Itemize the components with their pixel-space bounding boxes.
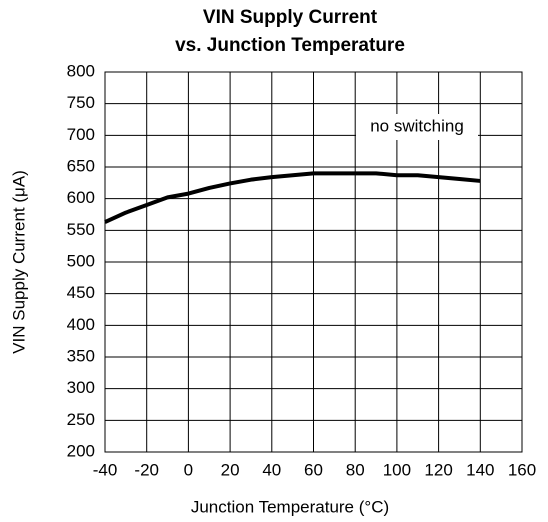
y-tick-label: 700 [67,125,95,144]
y-tick-label: 600 [67,188,95,207]
plot-frame [104,71,523,453]
chart-title: VIN Supply Current [203,7,378,28]
x-tick-label: 20 [221,460,240,479]
x-tick-label: -20 [134,460,159,479]
x-tick-label: 160 [508,460,536,479]
y-tick-label: 250 [67,410,95,429]
y-tick-label: 500 [67,251,95,270]
y-tick-label: 550 [67,220,95,239]
y-tick-label: 750 [67,93,95,112]
y-tick-label: 650 [67,156,95,175]
y-tick-label: 400 [67,315,95,334]
x-tick-label: 80 [346,460,365,479]
chart-title: vs. Junction Temperature [175,35,405,56]
x-tick-label: -40 [93,460,118,479]
y-tick-label: 350 [67,346,95,365]
x-axis-label: Junction Temperature (°C) [191,497,389,516]
annotation: no switching [370,116,464,135]
x-tick-label: 120 [424,460,452,479]
y-tick-label: 300 [67,378,95,397]
data-line [104,171,481,224]
x-tick-label: 140 [466,460,494,479]
y-tick-label: 200 [67,441,95,460]
annotation-bg [356,114,478,140]
x-tick-label: 60 [304,460,323,479]
y-tick-label: 450 [67,283,95,302]
x-tick-label: 0 [184,460,193,479]
x-tick-label: 100 [383,460,411,479]
x-tick-label: 40 [262,460,281,479]
y-tick-label: 800 [67,61,95,80]
y-axis-label: VIN Supply Current (μA) [9,170,28,354]
